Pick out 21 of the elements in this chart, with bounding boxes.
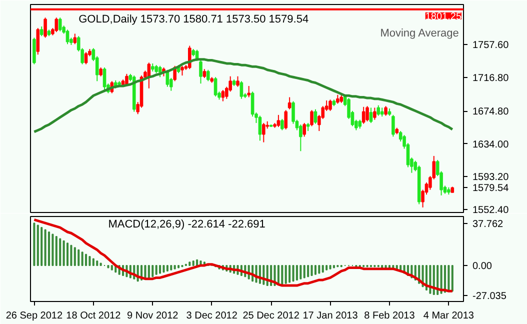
y-tick-label: -27.035 [472,291,507,302]
y-tick-label: 1552.40 [472,205,510,216]
y-tick-label: 1757.60 [472,40,510,51]
y-tick-label: 1579.54 [472,183,510,194]
x-tick-label: 17 Jan 2013 [302,310,358,322]
y-tick-label: 1674.80 [472,106,510,118]
text: GOLD,Daily 1573.70 1580.71 1573.50 1579.54 [78,14,309,26]
x-tick-label: 3 Dec 2012 [186,310,238,322]
x-tick-label: 25 Dec 2012 [242,310,300,322]
y-tick-label: 0.00 [472,260,492,272]
x-tick-label: 4 Mar 2013 [423,310,474,322]
y-tick-label: 37.762 [472,218,504,230]
y-tick-label: 1593.20 [472,172,510,184]
y-tick-label: 1716.80 [472,72,510,84]
x-tick-label: 26 Sep 2012 [6,310,63,322]
x-tick-label: 8 Feb 2013 [364,310,416,322]
x-tick-label: 9 Nov 2012 [127,310,179,322]
chart-title: MACD(12,26,9) -22.614 -22.691 [108,218,266,230]
x-tick-label: 18 Oct 2012 [66,310,122,322]
y-tick-label: 1634.00 [472,139,510,150]
annotation: Moving Average [380,28,459,40]
